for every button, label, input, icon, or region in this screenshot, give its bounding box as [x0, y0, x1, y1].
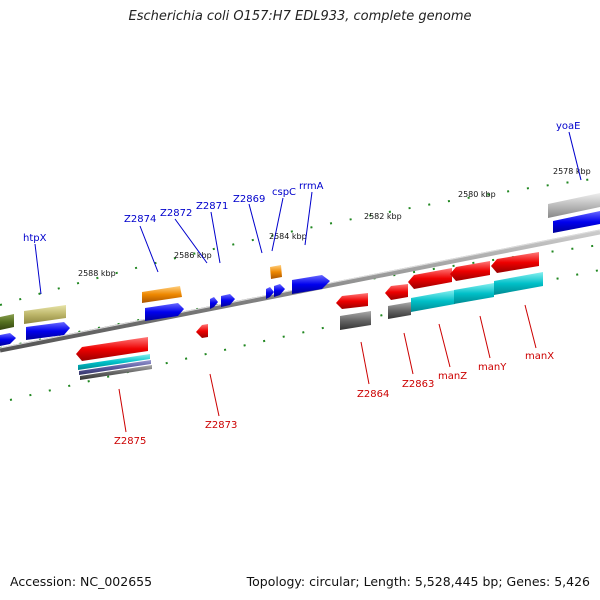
- gene-arrow[interactable]: [548, 193, 600, 218]
- leader-line: [248, 203, 263, 254]
- gene-arrow[interactable]: [0, 333, 16, 346]
- gene-arrow[interactable]: [336, 293, 368, 309]
- lower-tick-arc: [9, 269, 600, 401]
- gene-label[interactable]: yoaE: [556, 121, 580, 132]
- leader-line: [568, 131, 582, 181]
- gene-label[interactable]: cspC: [272, 187, 296, 198]
- map-title: Escherichia coli O157:H7 EDL933, complet…: [128, 9, 472, 24]
- gene-arrow[interactable]: [553, 211, 600, 233]
- gene-arrow[interactable]: [196, 324, 208, 338]
- gene-arrow[interactable]: [26, 322, 70, 340]
- gene-arrow[interactable]: [411, 290, 455, 312]
- gene-arrow[interactable]: [454, 283, 494, 304]
- scale-label: 2588 kbp: [78, 269, 116, 278]
- gene-arrow[interactable]: [408, 268, 452, 289]
- gene-label[interactable]: Z2871: [196, 201, 228, 212]
- leader-line: [34, 243, 42, 295]
- gene-arrow[interactable]: [270, 265, 282, 279]
- gene-label[interactable]: Z2874: [124, 214, 156, 225]
- gene-arrow[interactable]: [210, 297, 218, 309]
- gene-arrow[interactable]: [142, 286, 182, 303]
- gene-arrow[interactable]: [24, 305, 66, 324]
- gene-arrow[interactable]: [145, 303, 184, 321]
- gene-arrow[interactable]: [266, 287, 274, 299]
- gene-label[interactable]: htpX: [23, 233, 47, 244]
- leader-line: [271, 197, 284, 252]
- gene-label[interactable]: Z2875: [114, 436, 146, 447]
- gene-arrow[interactable]: [491, 252, 539, 273]
- scale-label: 2580 kbp: [458, 190, 496, 199]
- gene-arrow[interactable]: [274, 284, 285, 297]
- gene-arrow[interactable]: [79, 360, 151, 375]
- gene-arrow[interactable]: [494, 272, 543, 295]
- gene-label[interactable]: Z2873: [205, 420, 237, 431]
- gene-arrow[interactable]: [0, 314, 14, 330]
- leader-line: [139, 225, 159, 273]
- gene-arrow[interactable]: [76, 337, 148, 361]
- gene-arrow[interactable]: [450, 261, 490, 281]
- leader-line: [438, 323, 451, 368]
- scale-label: 2584 kbp: [269, 232, 307, 241]
- genome-summary: Topology: circular; Length: 5,528,445 bp…: [246, 574, 590, 589]
- reverse-features: [76, 252, 543, 380]
- leader-line: [304, 191, 313, 246]
- accession-text: Accession: NC_002655: [10, 574, 153, 589]
- gene-arrow[interactable]: [388, 302, 411, 319]
- gene-arrow[interactable]: [385, 284, 408, 300]
- leader-line: [210, 211, 221, 264]
- leader-line: [118, 388, 127, 433]
- forward-features: [0, 193, 600, 346]
- gene-label[interactable]: Z2864: [357, 389, 389, 400]
- gene-arrow[interactable]: [80, 365, 152, 380]
- leader-line: [209, 373, 220, 417]
- scale-label: 2582 kbp: [364, 212, 402, 221]
- leader-line: [360, 341, 370, 385]
- gene-label[interactable]: Z2863: [402, 379, 434, 390]
- gene-label[interactable]: manZ: [438, 371, 467, 382]
- scale-label: 2578 kbp: [553, 167, 591, 176]
- gene-arrow[interactable]: [340, 311, 371, 330]
- scale-label: 2586 kbp: [174, 251, 212, 260]
- gene-label[interactable]: manX: [525, 351, 554, 362]
- leader-line: [479, 315, 491, 359]
- leader-line: [403, 332, 414, 375]
- gene-arrow[interactable]: [292, 275, 330, 294]
- gene-label[interactable]: Z2872: [160, 208, 192, 219]
- leader-line: [174, 218, 208, 264]
- gene-label[interactable]: rrmA: [299, 181, 324, 192]
- gene-arrow[interactable]: [78, 354, 150, 370]
- gene-label[interactable]: Z2869: [233, 194, 265, 205]
- gene-arrow[interactable]: [221, 294, 235, 307]
- gene-label[interactable]: manY: [478, 362, 507, 373]
- leader-line: [524, 304, 537, 349]
